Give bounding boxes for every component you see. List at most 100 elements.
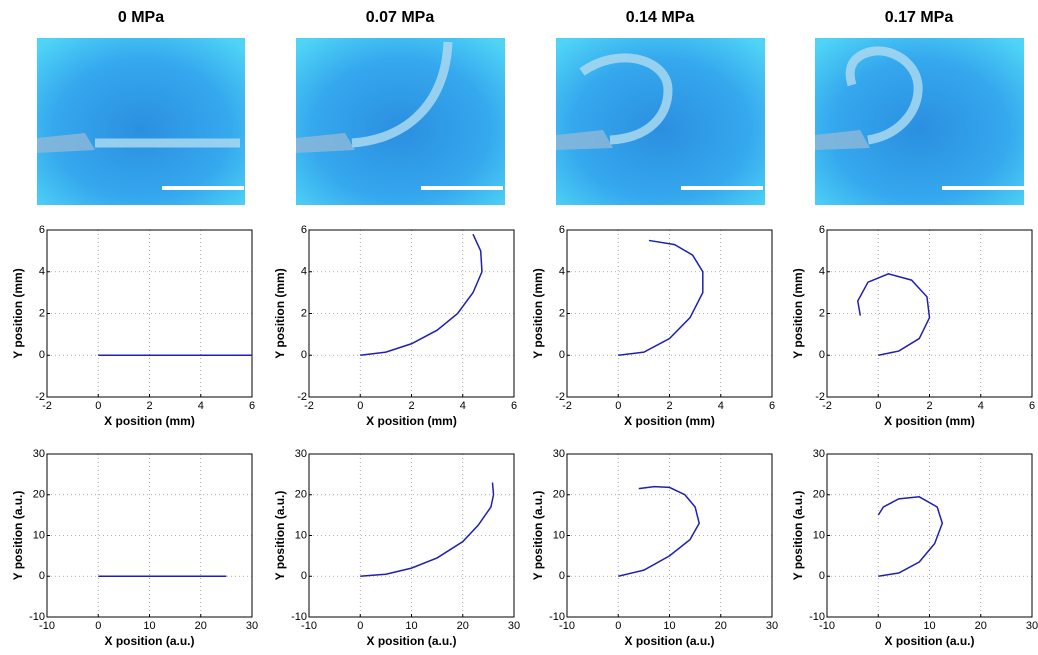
y-tick-label: 2 — [301, 307, 307, 319]
data-line — [877, 496, 944, 577]
y-tick-label: 6 — [39, 224, 45, 236]
plot-area — [309, 454, 514, 617]
x-tick-label: 2 — [408, 400, 414, 412]
y-tick-label: 20 — [33, 489, 45, 501]
x-axis-label: X position (a.u.) — [885, 634, 975, 648]
x-tick-label: 6 — [1029, 400, 1035, 412]
x-tick-label: 0 — [357, 400, 363, 412]
x-tick-label: 4 — [978, 400, 984, 412]
y-tick-label: 2 — [819, 307, 825, 319]
x-axis-label: X position (mm) — [884, 414, 975, 428]
y-axis-label: Y position (a.u.) — [791, 491, 805, 581]
x-tick-label: -10 — [819, 620, 835, 632]
y-tick-label: 20 — [553, 489, 565, 501]
column-title: 0.14 MPa — [626, 9, 695, 26]
data-line — [618, 485, 701, 577]
y-tick-label: -10 — [809, 611, 825, 623]
x-axis-label: X position (mm) — [366, 414, 457, 428]
y-tick-label: 6 — [559, 224, 565, 236]
x-tick-label: 20 — [457, 620, 469, 632]
x-tick-label: -2 — [822, 400, 832, 412]
y-tick-label: 10 — [33, 529, 45, 541]
x-tick-label: 10 — [143, 620, 155, 632]
y-tick-label: -10 — [29, 611, 45, 623]
x-tick-label: -2 — [562, 400, 572, 412]
x-tick-label: 6 — [769, 400, 775, 412]
x-tick-label: 20 — [195, 620, 207, 632]
x-tick-label: 2 — [146, 400, 152, 412]
plot-area — [47, 454, 252, 617]
x-axis-label: X position (a.u.) — [625, 634, 715, 648]
y-tick-label: -2 — [35, 391, 45, 403]
y-tick-label: 0 — [39, 570, 45, 582]
plot-area — [47, 230, 252, 397]
x-tick-label: 30 — [508, 620, 520, 632]
data-line — [360, 482, 495, 577]
y-tick-label: 4 — [301, 266, 307, 278]
y-tick-label: 2 — [559, 307, 565, 319]
y-tick-label: 0 — [819, 349, 825, 361]
plot-area — [567, 230, 772, 397]
plot-frame — [46, 229, 253, 398]
plot-area — [567, 454, 772, 617]
photo — [815, 38, 1024, 205]
y-tick-label: 30 — [553, 448, 565, 460]
column-title: 0.17 MPa — [885, 9, 954, 26]
plot-frame — [308, 453, 515, 618]
y-tick-label: 0 — [301, 349, 307, 361]
y-tick-label: 0 — [39, 349, 45, 361]
y-tick-label: 10 — [813, 529, 825, 541]
x-axis-label: X position (a.u.) — [105, 634, 195, 648]
plot-frame — [826, 229, 1033, 398]
x-tick-label: 4 — [198, 400, 204, 412]
x-tick-label: 0 — [875, 400, 881, 412]
y-axis-label: Y position (a.u.) — [273, 491, 287, 581]
plot-frame — [566, 453, 773, 618]
y-tick-label: 0 — [559, 570, 565, 582]
y-tick-label: 4 — [39, 266, 45, 278]
y-axis-label: Y position (a.u.) — [531, 491, 545, 581]
x-tick-label: 0 — [615, 620, 621, 632]
y-tick-label: 10 — [553, 529, 565, 541]
y-tick-label: 10 — [295, 529, 307, 541]
x-tick-label: 30 — [766, 620, 778, 632]
x-tick-label: 10 — [405, 620, 417, 632]
x-tick-label: 4 — [460, 400, 466, 412]
y-tick-label: -10 — [291, 611, 307, 623]
plot-frame — [308, 229, 515, 398]
y-tick-label: -2 — [555, 391, 565, 403]
y-tick-label: 0 — [301, 570, 307, 582]
y-axis-label: Y position (mm) — [273, 268, 287, 358]
x-tick-label: -10 — [301, 620, 317, 632]
x-tick-label: -2 — [42, 400, 52, 412]
x-tick-label: 20 — [975, 620, 987, 632]
x-tick-label: -2 — [304, 400, 314, 412]
column-title: 0 MPa — [118, 9, 164, 26]
x-tick-label: 30 — [1026, 620, 1038, 632]
x-tick-label: 10 — [923, 620, 935, 632]
y-tick-label: 4 — [559, 266, 565, 278]
y-tick-label: 4 — [819, 266, 825, 278]
y-tick-label: -10 — [549, 611, 565, 623]
x-tick-label: 6 — [511, 400, 517, 412]
photo — [37, 38, 245, 205]
y-axis-label: Y position (a.u.) — [11, 491, 25, 581]
x-tick-label: 0 — [615, 400, 621, 412]
x-axis-label: X position (mm) — [104, 414, 195, 428]
y-tick-label: 20 — [813, 489, 825, 501]
y-tick-label: -2 — [815, 391, 825, 403]
y-tick-label: 0 — [819, 570, 825, 582]
plot-frame — [826, 453, 1033, 618]
x-tick-label: -10 — [559, 620, 575, 632]
y-axis-label: Y position (mm) — [11, 268, 25, 358]
plot-frame — [46, 453, 253, 618]
y-tick-label: 0 — [559, 349, 565, 361]
plot-area — [827, 454, 1032, 617]
y-tick-label: 30 — [295, 448, 307, 460]
x-tick-label: 2 — [666, 400, 672, 412]
x-tick-label: 30 — [246, 620, 258, 632]
x-tick-label: 4 — [718, 400, 724, 412]
y-axis-label: Y position (mm) — [791, 268, 805, 358]
